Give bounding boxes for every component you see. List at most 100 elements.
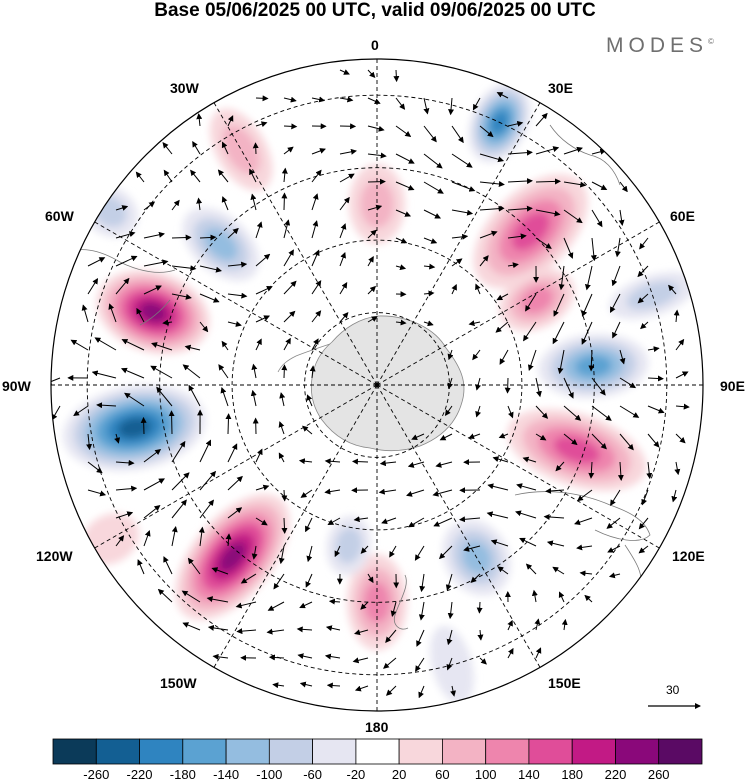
wind-arrow bbox=[115, 277, 130, 295]
wind-arrow bbox=[225, 413, 232, 435]
wind-arrow bbox=[87, 489, 107, 497]
wind-arrow bbox=[395, 125, 412, 137]
wind-arrow bbox=[339, 312, 349, 323]
wind-arrow bbox=[610, 293, 621, 313]
wind-arrow bbox=[638, 545, 649, 554]
wind-arrow bbox=[199, 234, 217, 241]
wind-arrow bbox=[309, 365, 316, 379]
wind-arrow bbox=[432, 489, 453, 497]
wind-arrow bbox=[395, 209, 412, 217]
graticule bbox=[51, 59, 703, 711]
wind-arrow bbox=[451, 283, 457, 295]
wind-arrow bbox=[305, 573, 313, 588]
colorbar-tick-label: -60 bbox=[303, 767, 322, 782]
wind-arrow bbox=[171, 234, 192, 241]
wind-arrow bbox=[367, 573, 374, 584]
wind-arrow bbox=[395, 237, 408, 244]
wind-arrow bbox=[87, 257, 106, 267]
wind-arrow bbox=[451, 233, 469, 240]
wind-arrow bbox=[150, 365, 173, 379]
meridian-line bbox=[376, 102, 541, 386]
wind-arrow bbox=[351, 458, 369, 465]
wind-arrow bbox=[367, 69, 376, 79]
wind-arrow bbox=[490, 539, 509, 547]
wind-arrow bbox=[486, 511, 509, 519]
wind-arrow bbox=[588, 461, 595, 479]
wind-arrow bbox=[199, 499, 215, 519]
wind-arrow bbox=[250, 193, 257, 211]
wind-arrow bbox=[162, 142, 173, 155]
wind-arrow bbox=[86, 433, 93, 451]
wind-arrow bbox=[535, 112, 548, 127]
wind-arrow bbox=[647, 375, 664, 382]
anomaly-contour bbox=[219, 542, 246, 572]
colorbar-swatch bbox=[182, 738, 227, 765]
wind-arrow bbox=[591, 433, 607, 450]
wind-arrow bbox=[535, 237, 552, 249]
wind-arrow bbox=[311, 249, 320, 267]
wind-arrow bbox=[311, 193, 319, 211]
wind-arrow bbox=[115, 231, 136, 239]
wind-arrow bbox=[479, 657, 487, 665]
wind-arrow bbox=[283, 123, 298, 130]
wind-arrow bbox=[591, 405, 612, 421]
wind-arrow bbox=[535, 433, 547, 441]
wind-arrow bbox=[162, 319, 173, 326]
wind-arrow bbox=[115, 459, 135, 466]
wind-arrow bbox=[459, 516, 481, 523]
wind-arrow bbox=[115, 485, 138, 492]
wind-arrow bbox=[671, 489, 678, 503]
wind-arrow bbox=[124, 392, 145, 407]
wind-arrow bbox=[311, 220, 319, 239]
wind-arrow bbox=[423, 125, 437, 143]
wind-arrow bbox=[157, 588, 173, 603]
wind-arrow bbox=[306, 394, 313, 407]
wind-arrow bbox=[637, 265, 649, 278]
wind-arrow bbox=[608, 572, 621, 579]
colorbar-tick-label: 220 bbox=[604, 767, 627, 782]
wind-arrow bbox=[207, 624, 229, 631]
wind-arrow bbox=[283, 219, 291, 239]
wind-arrow bbox=[325, 625, 341, 632]
wind-arrow bbox=[324, 653, 341, 660]
lon-label-120w: 120W bbox=[36, 548, 73, 564]
wind-arrow bbox=[619, 181, 628, 193]
wind-arrow bbox=[240, 573, 257, 584]
colorbar-swatch bbox=[571, 738, 616, 765]
wind-arrow bbox=[527, 349, 537, 371]
wind-arrow bbox=[171, 265, 197, 272]
wind-arrow bbox=[673, 309, 680, 323]
reference-vector-label: 30 bbox=[666, 683, 680, 697]
wind-arrow bbox=[619, 405, 640, 418]
wind-arrow bbox=[675, 433, 686, 444]
wind-arrow bbox=[184, 344, 201, 351]
wind-arrow bbox=[192, 140, 201, 155]
lon-label-150w: 150W bbox=[160, 675, 197, 691]
wind-arrow bbox=[255, 338, 262, 351]
wind-arrow bbox=[574, 517, 593, 526]
wind-arrow bbox=[584, 594, 593, 603]
wind-arrow bbox=[591, 377, 606, 396]
wind-arrow bbox=[334, 545, 341, 558]
wind-arrow bbox=[311, 338, 319, 351]
wind-arrow bbox=[479, 125, 494, 138]
wind-arrow bbox=[299, 681, 313, 688]
colorbar bbox=[52, 738, 703, 765]
wind-arrow bbox=[385, 685, 397, 696]
wind-arrow bbox=[614, 237, 621, 258]
lon-label-60w: 60W bbox=[45, 208, 74, 224]
wind-arrow bbox=[385, 629, 397, 643]
wind-arrow bbox=[450, 685, 456, 697]
wind-arrow bbox=[445, 573, 453, 591]
wind-arrow bbox=[227, 475, 243, 491]
wind-arrow bbox=[647, 433, 660, 448]
wind-arrow bbox=[199, 321, 209, 333]
wind-arrow bbox=[96, 402, 117, 409]
wind-arrow bbox=[423, 290, 435, 297]
wind-arrow bbox=[497, 566, 509, 575]
wind-arrow bbox=[451, 209, 474, 216]
wind-arrow bbox=[255, 315, 271, 323]
wind-arrow bbox=[581, 293, 593, 317]
wind-arrow bbox=[531, 589, 538, 603]
wind-arrow bbox=[395, 181, 415, 191]
